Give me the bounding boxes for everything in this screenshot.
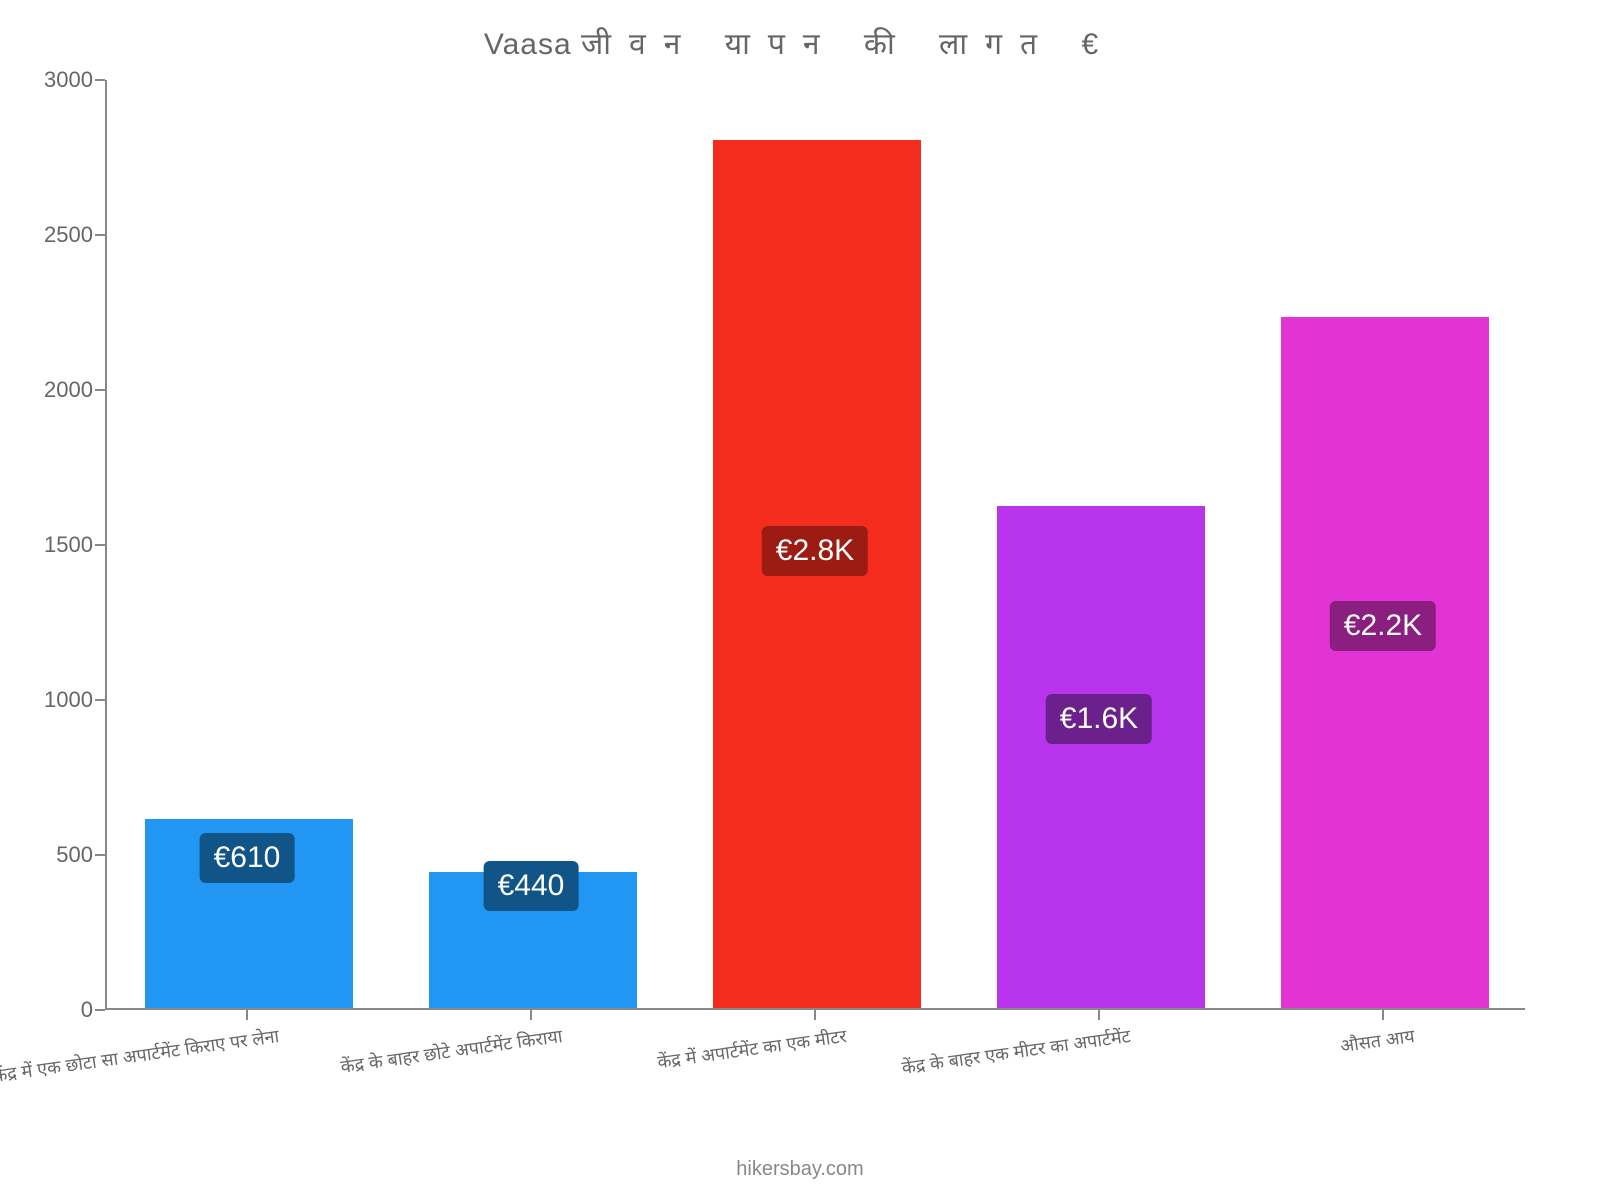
y-tick-mark	[95, 79, 105, 81]
value-badge: €2.8K	[762, 526, 868, 576]
x-axis-label: केंद्र में अपार्टमेंट का एक मीटर	[656, 1024, 848, 1074]
x-axis-label: केंद्र के बाहर एक मीटर का अपार्टमेंट	[900, 1024, 1132, 1080]
y-tick-label: 2000	[13, 377, 93, 403]
x-tick-mark	[814, 1010, 816, 1020]
x-axis-label: केंद्र के बाहर छोटे अपार्टमेंट किराया	[340, 1024, 565, 1079]
x-tick-mark	[1382, 1010, 1384, 1020]
bar	[1281, 317, 1488, 1008]
x-tick-mark	[1098, 1010, 1100, 1020]
y-tick-label: 2500	[13, 222, 93, 248]
value-badge: €1.6K	[1046, 694, 1152, 744]
y-tick-mark	[95, 699, 105, 701]
x-axis-label: औसत आय	[1339, 1024, 1416, 1058]
y-tick-label: 3000	[13, 67, 93, 93]
y-tick-mark	[95, 544, 105, 546]
value-badge: €440	[484, 861, 579, 911]
bar	[997, 506, 1204, 1008]
value-badge: €610	[200, 833, 295, 883]
x-axis-label: केंद्र में एक छोटा सा अपार्टमेंट किराए प…	[0, 1024, 280, 1088]
y-tick-label: 1500	[13, 532, 93, 558]
title-wide: जीवन यापन की लागत €	[581, 28, 1116, 61]
title-plain: Vaasa	[484, 28, 572, 61]
x-tick-mark	[530, 1010, 532, 1020]
value-badge: €2.2K	[1330, 601, 1436, 651]
y-tick-label: 500	[13, 842, 93, 868]
y-tick-label: 1000	[13, 687, 93, 713]
footer-attribution: hikersbay.com	[0, 1158, 1600, 1181]
y-tick-mark	[95, 234, 105, 236]
chart-stage: Vaasa जीवन यापन की लागत € 0 500 1000 1500 20…	[0, 0, 1600, 1200]
chart-title: Vaasa जीवन यापन की लागत €	[0, 22, 1600, 63]
y-tick-mark	[95, 389, 105, 391]
y-tick-mark	[95, 1009, 105, 1011]
y-tick-mark	[95, 854, 105, 856]
y-tick-label: 0	[13, 997, 93, 1023]
x-tick-mark	[246, 1010, 248, 1020]
